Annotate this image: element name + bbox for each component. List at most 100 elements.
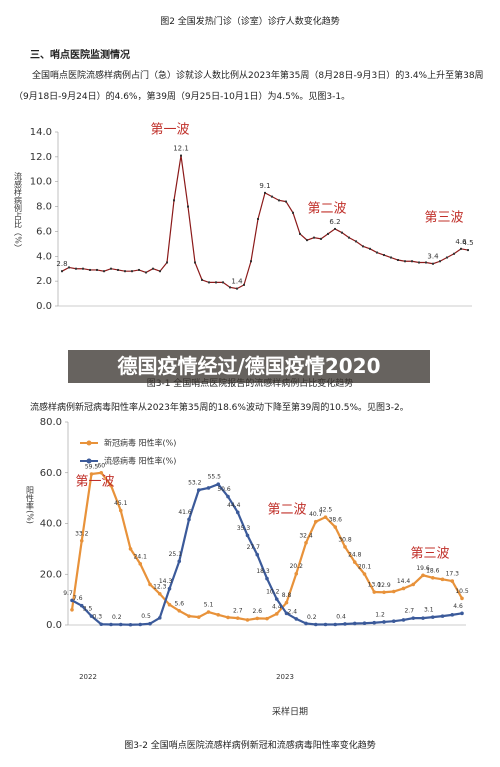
data-label: 10.2 xyxy=(266,589,280,596)
point xyxy=(118,508,123,513)
point xyxy=(425,261,427,264)
point xyxy=(245,533,250,538)
point xyxy=(255,552,260,557)
y-tick-label: 20.0 xyxy=(40,569,62,580)
point xyxy=(173,199,175,202)
point xyxy=(235,510,240,515)
point xyxy=(323,622,328,627)
point xyxy=(271,195,273,198)
paragraph: 流感样病例新冠病毒阳性率从2023年第35周的18.6%波动下降至第39周的10… xyxy=(30,403,409,413)
point xyxy=(383,254,385,257)
point xyxy=(89,614,94,618)
point xyxy=(401,618,406,622)
point xyxy=(70,598,74,603)
point xyxy=(327,232,329,235)
point xyxy=(333,525,338,529)
data-label: 8.8 xyxy=(282,592,292,599)
point xyxy=(109,622,113,627)
point xyxy=(99,470,104,475)
point xyxy=(369,247,371,250)
point xyxy=(117,268,119,271)
point xyxy=(61,270,63,273)
point xyxy=(343,545,347,549)
data-label: 5.1 xyxy=(204,602,214,609)
point xyxy=(323,515,328,519)
point xyxy=(421,573,425,578)
point xyxy=(333,622,338,627)
point xyxy=(196,615,201,619)
data-label: 1.4 xyxy=(231,278,243,286)
data-label: 7.6 xyxy=(73,595,83,602)
point xyxy=(89,268,91,271)
data-label: 12.9 xyxy=(377,582,391,589)
data-label: 5.6 xyxy=(174,600,184,607)
data-label: 38.6 xyxy=(329,517,343,524)
point xyxy=(313,236,315,239)
point xyxy=(382,590,386,595)
data-label: 41.6 xyxy=(178,509,192,516)
point xyxy=(124,270,126,273)
point xyxy=(284,611,289,616)
point xyxy=(166,261,168,264)
point xyxy=(440,614,445,618)
point xyxy=(440,577,445,582)
y-tick-label: 0.0 xyxy=(46,620,62,631)
point xyxy=(411,260,413,263)
data-label: 18.3 xyxy=(256,568,270,575)
point xyxy=(236,287,238,290)
data-label: 60 xyxy=(97,462,105,469)
legend-label: 新冠病毒 阳性率(%) xyxy=(104,438,176,448)
data-label: 14.4 xyxy=(397,578,411,585)
point xyxy=(352,560,357,564)
data-label: 2.7 xyxy=(404,608,414,615)
data-label: 6.2 xyxy=(329,218,340,226)
point xyxy=(313,519,318,524)
point xyxy=(299,232,301,235)
point xyxy=(411,616,416,620)
point xyxy=(109,483,113,488)
point xyxy=(401,586,406,591)
data-label: 44.4 xyxy=(227,502,241,509)
point xyxy=(255,616,260,621)
point xyxy=(159,270,161,273)
point xyxy=(372,590,377,594)
point xyxy=(304,540,308,545)
point xyxy=(206,486,211,490)
point xyxy=(96,268,98,271)
point xyxy=(138,622,143,627)
point xyxy=(235,616,240,620)
annotation: 第二波 xyxy=(307,202,346,217)
data-label: 2.6 xyxy=(252,608,262,615)
point xyxy=(216,482,221,486)
y-tick-label: 0.0 xyxy=(36,301,52,312)
point xyxy=(274,612,279,616)
point xyxy=(460,611,464,616)
data-label: 17.3 xyxy=(446,571,460,578)
point xyxy=(460,247,462,250)
point xyxy=(397,259,399,262)
point xyxy=(285,200,287,203)
point xyxy=(229,286,231,289)
point xyxy=(167,586,172,591)
y-tick-label: 60.0 xyxy=(40,468,62,479)
point xyxy=(250,260,252,263)
y-axis-label: 阳性率(%) xyxy=(26,486,35,524)
legend-label: 流感病毒 阳性率(%) xyxy=(104,456,176,466)
y-tick-label: 6.0 xyxy=(36,226,52,237)
data-label: 4.4 xyxy=(272,603,282,610)
data-label: 33.2 xyxy=(75,530,89,537)
point xyxy=(243,283,245,286)
point xyxy=(79,603,84,608)
data-label: 1.2 xyxy=(375,611,385,618)
point xyxy=(177,608,182,613)
annotation: 第三波 xyxy=(424,211,463,226)
data-label: 0.2 xyxy=(307,614,317,621)
point xyxy=(157,616,162,620)
point xyxy=(264,191,266,194)
point xyxy=(187,205,189,208)
data-label: 12.1 xyxy=(173,145,189,153)
point xyxy=(439,260,441,263)
point xyxy=(265,616,269,621)
